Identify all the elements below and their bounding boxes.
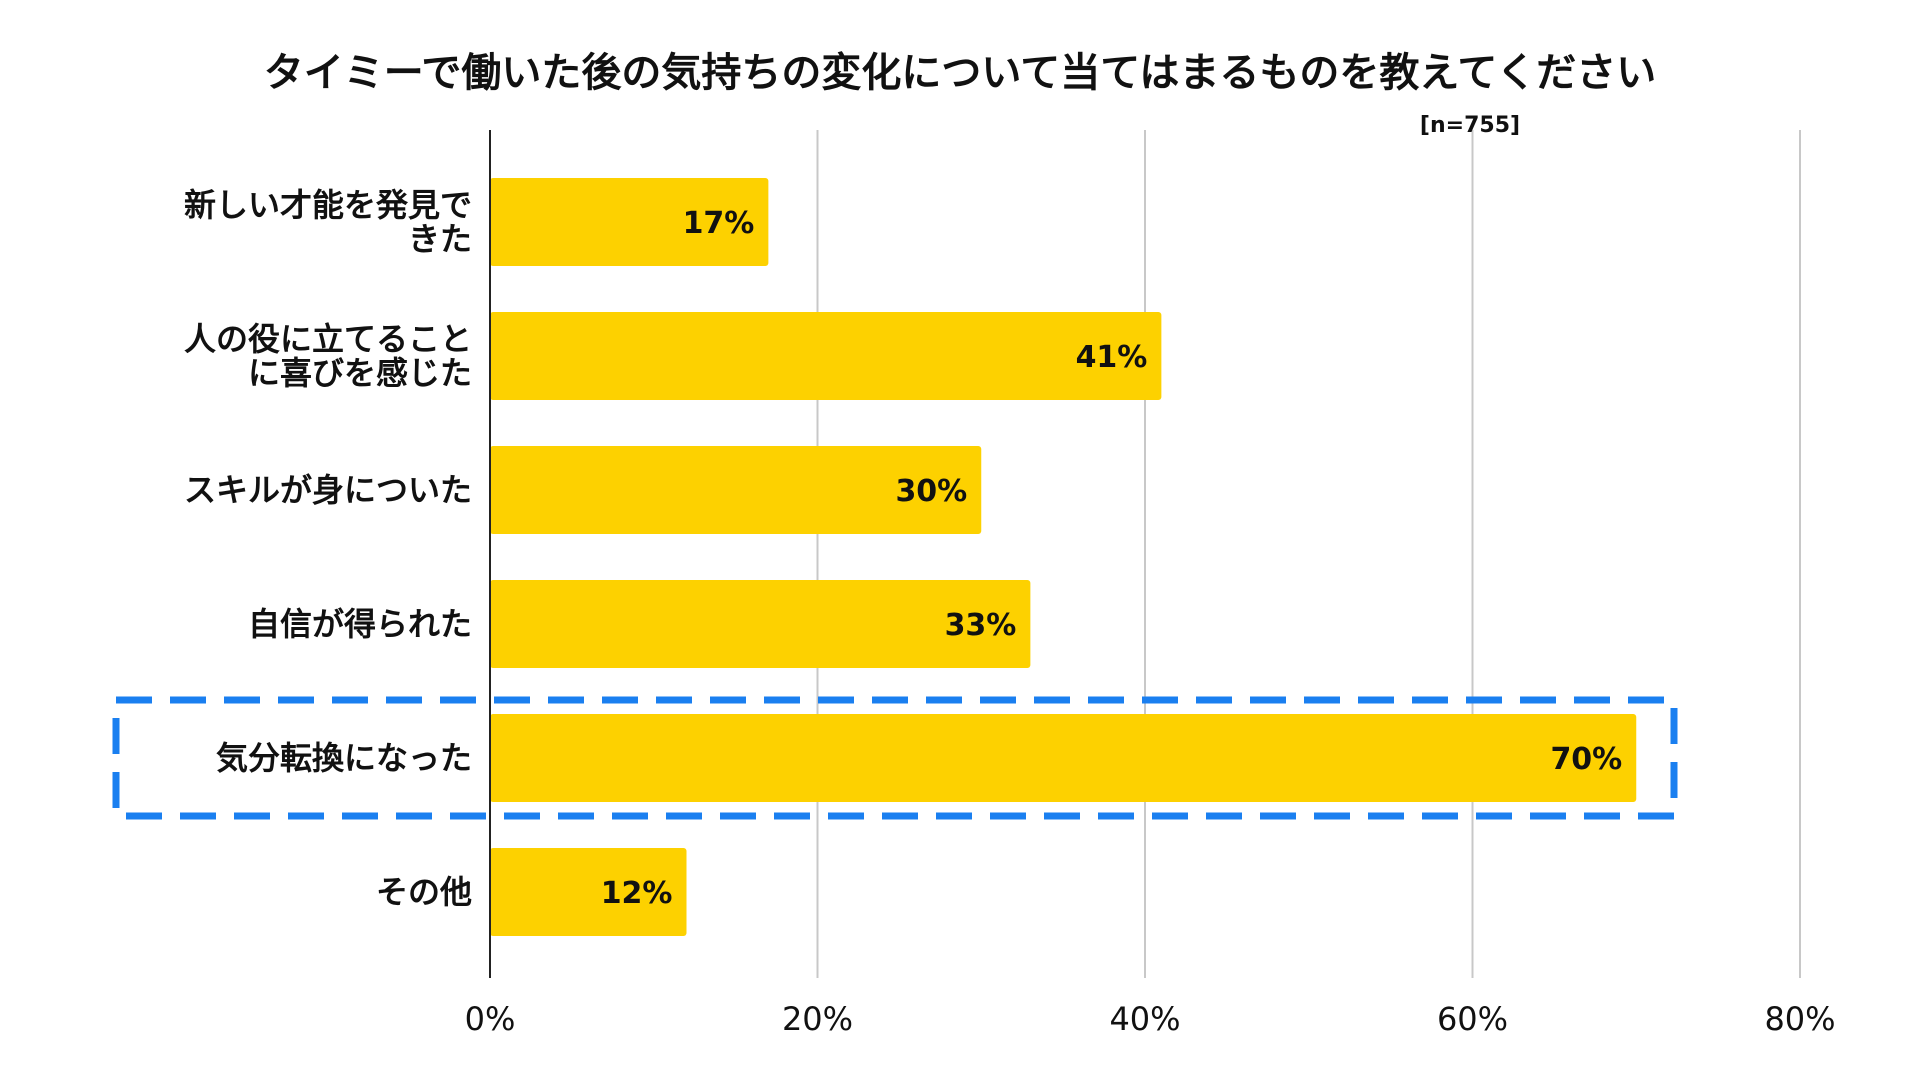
category-label: 人の役に立てること — [184, 320, 472, 358]
x-tick-label: 20% — [782, 1000, 853, 1038]
category-label: 気分転換になった — [216, 739, 472, 777]
data-label: 41% — [1076, 340, 1148, 375]
x-tick-label: 80% — [1764, 1000, 1835, 1038]
category-label: に喜びを感じた — [248, 354, 472, 392]
x-tick-labels: 0% 20% 40% 60% 80% — [465, 1000, 1836, 1038]
data-label: 30% — [895, 474, 967, 509]
data-label: 33% — [945, 608, 1017, 643]
bar — [490, 714, 1637, 802]
bar — [490, 446, 982, 534]
x-tick-label: 40% — [1109, 1000, 1180, 1038]
data-label: 70% — [1550, 742, 1622, 777]
category-label: その他 — [376, 873, 472, 911]
category-label: 自信が得られた — [248, 605, 472, 643]
category-labels: 新しい才能を発見できた人の役に立てることに喜びを感じたスキルが身についた自信が得… — [184, 186, 472, 911]
bar — [490, 580, 1031, 668]
highlight-box — [112, 696, 1678, 820]
highlight-layer — [112, 696, 1678, 820]
bars — [490, 178, 1637, 936]
chart-title: タイミーで働いた後の気持ちの変化について当てはまるものを教えてください — [264, 50, 1656, 96]
category-label: スキルが身についた — [184, 471, 472, 509]
x-tick-label: 60% — [1437, 1000, 1508, 1038]
data-label: 12% — [601, 876, 673, 911]
x-tick-label: 0% — [465, 1000, 516, 1038]
data-label: 17% — [683, 206, 755, 241]
bar — [490, 848, 687, 936]
grid-lines — [816, 130, 1801, 978]
category-label: きた — [408, 220, 472, 258]
category-label: 新しい才能を発見で — [184, 186, 472, 224]
bar — [490, 178, 769, 266]
value-labels: 17% 41% 30% 33% 70% 12% — [601, 206, 1623, 911]
sample-size-note: [n=755] — [1420, 113, 1520, 138]
bar — [490, 312, 1162, 400]
